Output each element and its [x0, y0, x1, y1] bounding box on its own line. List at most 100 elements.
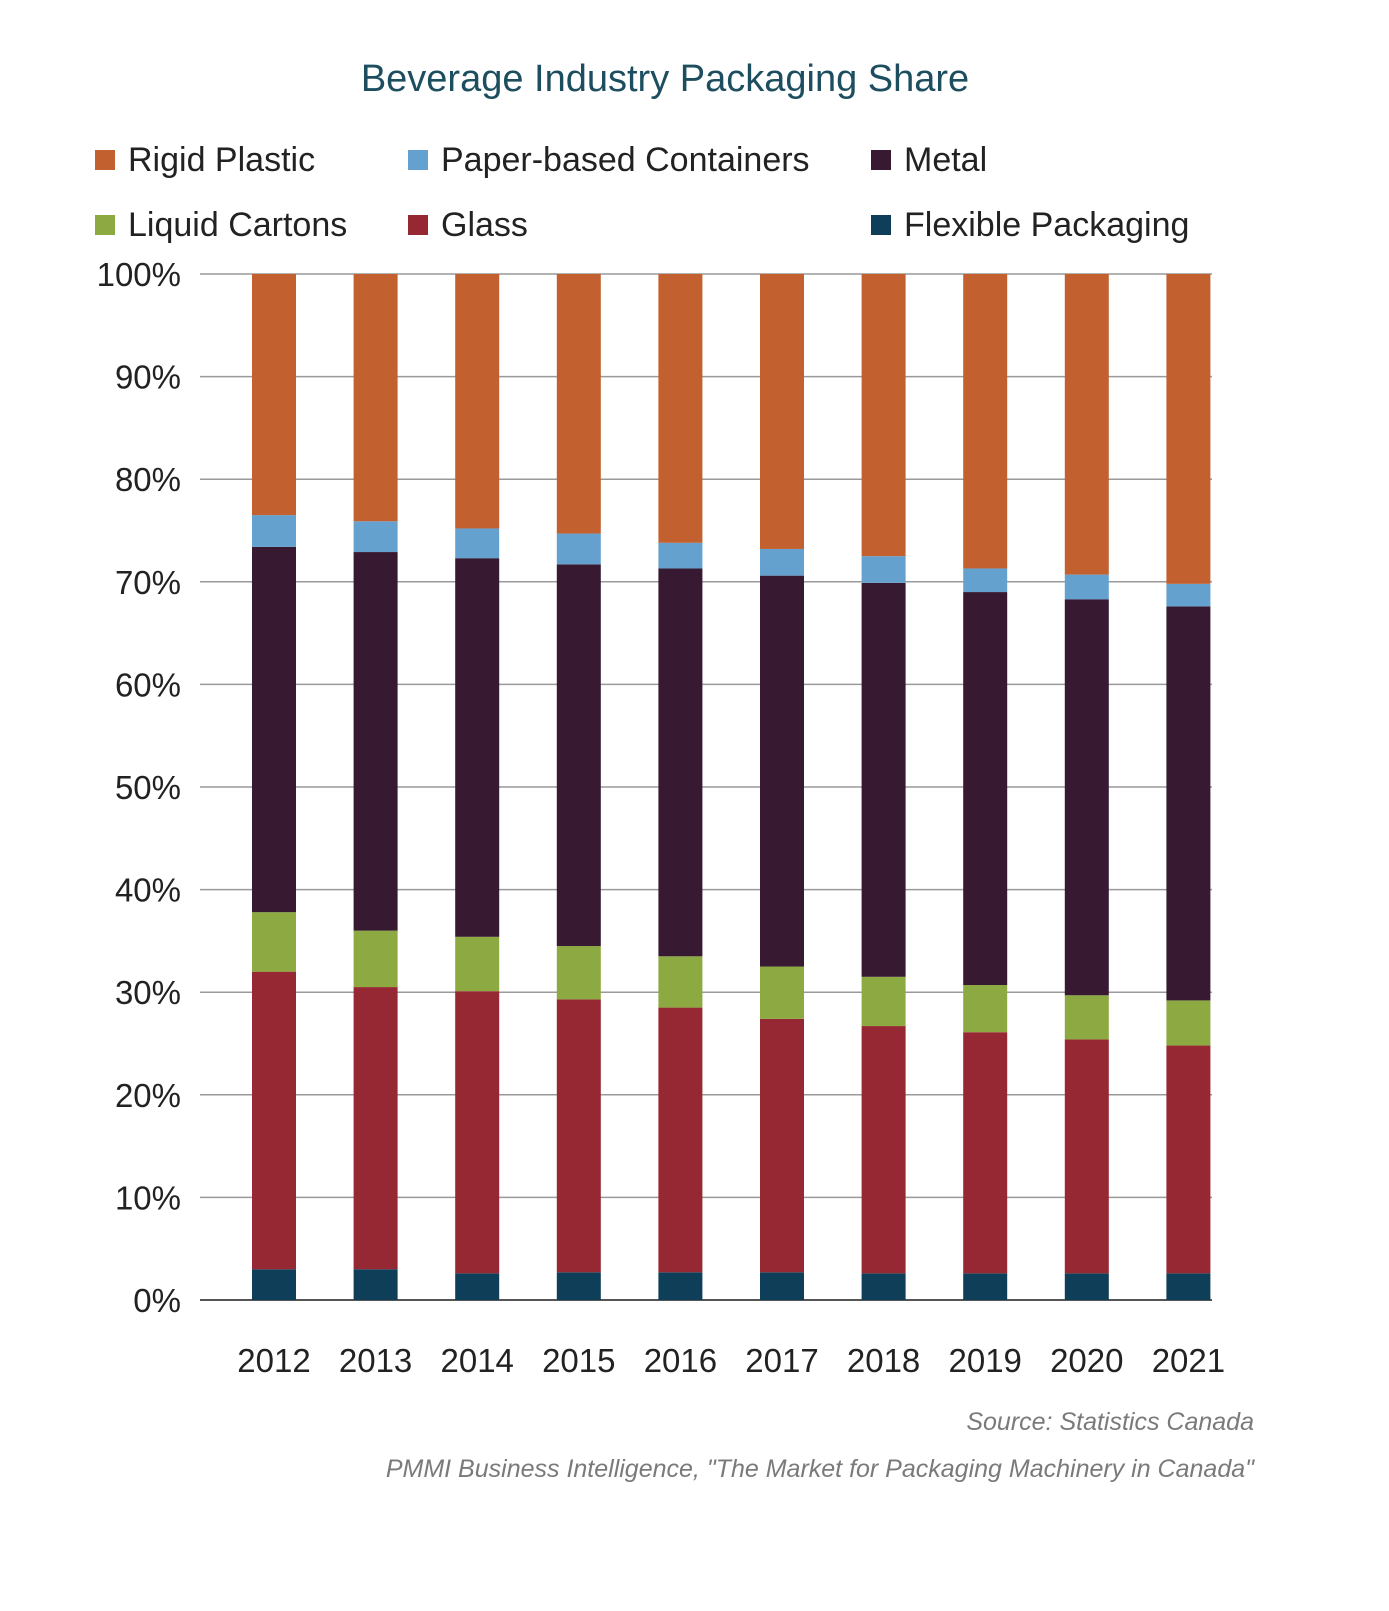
legend-swatch: [871, 150, 891, 170]
x-tick-label: 2021: [1152, 1342, 1225, 1379]
bar-segment-liquid-cartons: [556, 946, 601, 1000]
y-tick-label: 50%: [115, 769, 181, 806]
x-tick-label: 2014: [440, 1342, 513, 1379]
bar-segment-rigid-plastic: [658, 274, 703, 543]
bar-segment-paper-based-containers: [252, 515, 296, 547]
bar-segment-rigid-plastic: [455, 274, 500, 529]
bar-segment-rigid-plastic: [252, 274, 296, 516]
bar-segment-liquid-cartons: [963, 985, 1008, 1033]
y-tick-label: 0%: [133, 1282, 181, 1319]
legend-item-flexible-packaging: Flexible Packaging: [871, 205, 1189, 245]
bar-segment-metal: [963, 592, 1008, 986]
bar-segment-glass: [556, 999, 601, 1273]
bar-segment-rigid-plastic: [963, 274, 1008, 569]
bar-segment-glass: [861, 1026, 906, 1274]
legend-swatch: [871, 215, 891, 235]
legend-item-metal: Metal: [871, 140, 987, 180]
bar-segment-flexible-packaging: [861, 1273, 906, 1300]
bar-segment-flexible-packaging: [252, 1269, 296, 1300]
bar-segment-metal: [1166, 606, 1211, 1001]
bar-segment-paper-based-containers: [861, 556, 906, 583]
bar-segment-glass: [1064, 1039, 1109, 1274]
legend-item-liquid-cartons: Liquid Cartons: [95, 205, 347, 245]
x-tick-label: 2013: [339, 1342, 412, 1379]
y-tick-label: 30%: [115, 974, 181, 1011]
bar-segment-rigid-plastic: [1166, 274, 1211, 584]
bar-segment-glass: [455, 991, 500, 1274]
bar-segment-rigid-plastic: [760, 274, 804, 549]
x-tick-label: 2018: [847, 1342, 920, 1379]
bar-segment-liquid-cartons: [252, 912, 296, 972]
x-tick-label: 2020: [1050, 1342, 1123, 1379]
bar-segment-rigid-plastic: [861, 274, 906, 557]
bar-segment-metal: [861, 582, 906, 977]
bar-segment-flexible-packaging: [455, 1273, 500, 1300]
bar-segment-metal: [760, 575, 804, 967]
bar-segment-flexible-packaging: [658, 1272, 703, 1300]
bar-segment-flexible-packaging: [1064, 1273, 1109, 1300]
legend-swatch: [95, 215, 115, 235]
publication-note: PMMI Business Intelligence, "The Market …: [385, 1455, 1254, 1483]
legend-item-paper-based-containers: Paper-based Containers: [408, 140, 810, 180]
bar-segment-liquid-cartons: [353, 930, 398, 988]
bar-segment-liquid-cartons: [658, 956, 703, 1008]
x-tick-label: 2016: [644, 1342, 717, 1379]
bar-segment-metal: [455, 558, 500, 937]
bar-segment-glass: [963, 1032, 1008, 1274]
legend-label: Metal: [904, 140, 988, 179]
bar-segment-glass: [252, 971, 296, 1270]
bar-segment-paper-based-containers: [1166, 583, 1211, 607]
bar-segment-paper-based-containers: [963, 568, 1008, 593]
bar-segment-rigid-plastic: [353, 274, 398, 522]
bar-segment-glass: [353, 987, 398, 1270]
legend-label: Glass: [441, 205, 528, 244]
bar-segment-liquid-cartons: [760, 966, 804, 1019]
bar-segment-metal: [252, 546, 296, 913]
y-tick-label: 60%: [115, 666, 181, 703]
bar-segment-paper-based-containers: [353, 521, 398, 553]
bar-segment-paper-based-containers: [658, 542, 703, 569]
bar-segment-paper-based-containers: [760, 548, 804, 576]
bar-segment-glass: [760, 1018, 804, 1273]
y-tick-label: 80%: [115, 461, 181, 498]
x-tick-label: 2017: [745, 1342, 818, 1379]
bar-segment-liquid-cartons: [1166, 1000, 1211, 1046]
bar-segment-flexible-packaging: [963, 1273, 1008, 1300]
x-tick-label: 2019: [948, 1342, 1021, 1379]
legend-item-glass: Glass: [408, 205, 528, 245]
y-tick-label: 100%: [97, 256, 181, 293]
bar-segment-liquid-cartons: [455, 936, 500, 992]
bar-segment-rigid-plastic: [556, 274, 601, 534]
y-tick-label: 20%: [115, 1077, 181, 1114]
bar-segment-metal: [556, 564, 601, 947]
legend-label: Flexible Packaging: [904, 205, 1190, 244]
bar-segment-liquid-cartons: [861, 976, 906, 1027]
legend-swatch: [408, 215, 428, 235]
bar-segment-glass: [1166, 1045, 1211, 1274]
bar-segment-flexible-packaging: [1166, 1273, 1211, 1300]
legend-swatch: [95, 150, 115, 170]
x-tick-label: 2012: [237, 1342, 310, 1379]
y-tick-label: 40%: [115, 872, 181, 909]
bar-segment-metal: [353, 552, 398, 931]
legend-item-rigid-plastic: Rigid Plastic: [95, 140, 315, 180]
bar-segment-paper-based-containers: [455, 528, 500, 559]
legend-label: Rigid Plastic: [128, 140, 316, 179]
bar-segment-flexible-packaging: [556, 1272, 601, 1300]
legend-label: Paper-based Containers: [441, 140, 810, 179]
y-tick-label: 90%: [115, 359, 181, 396]
bar-segment-paper-based-containers: [1064, 574, 1109, 600]
bar-segment-liquid-cartons: [1064, 995, 1109, 1040]
bar-segment-glass: [658, 1007, 703, 1273]
bar-segment-rigid-plastic: [1064, 274, 1109, 575]
bar-segment-paper-based-containers: [556, 533, 601, 565]
legend-swatch: [408, 150, 428, 170]
bar-segment-flexible-packaging: [353, 1269, 398, 1300]
y-tick-label: 10%: [115, 1179, 181, 1216]
bar-segment-flexible-packaging: [760, 1272, 804, 1300]
bar-segment-metal: [1064, 599, 1109, 996]
bar-segment-metal: [658, 568, 703, 957]
source-note: Source: Statistics Canada: [966, 1408, 1254, 1436]
y-tick-label: 70%: [115, 564, 181, 601]
